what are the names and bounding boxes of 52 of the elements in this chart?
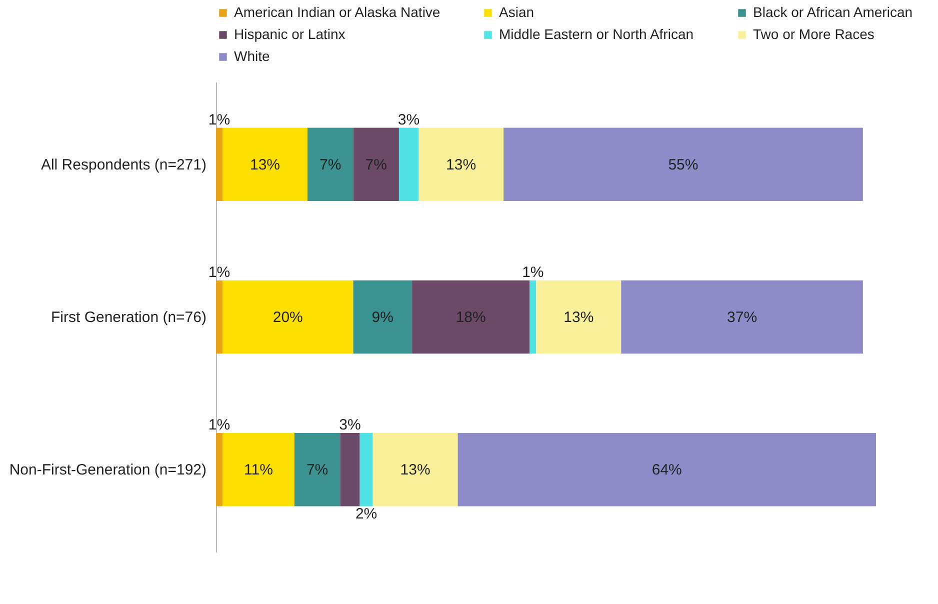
bar: [216, 128, 223, 202]
legend-label: Two or More Races: [753, 26, 874, 42]
legend-label: Middle Eastern or North African: [499, 26, 694, 42]
bar: [360, 432, 373, 506]
legend-label: American Indian or Alaska Native: [234, 4, 440, 20]
data-label: 13%: [400, 462, 430, 479]
data-label: 11%: [244, 462, 273, 479]
bar: [307, 128, 354, 202]
legend-label: Asian: [499, 4, 534, 20]
bar: [216, 432, 223, 506]
bar: [504, 128, 863, 202]
y-tick-label: First Generation (n=76): [51, 309, 206, 326]
data-label: 13%: [564, 309, 594, 326]
data-label: 1%: [208, 416, 230, 434]
bar: [222, 280, 354, 354]
bar: [353, 128, 399, 202]
data-label: 2%: [355, 506, 378, 523]
bar: [621, 280, 863, 354]
bar: [536, 280, 622, 354]
data-label: 7%: [306, 462, 328, 479]
bar: [372, 432, 458, 506]
bar: [458, 432, 876, 506]
bar: [340, 432, 360, 506]
bar: [412, 280, 530, 354]
bar: [216, 280, 223, 354]
data-label: 55%: [668, 156, 698, 174]
bar: [398, 128, 419, 202]
data-label: 37%: [727, 309, 758, 326]
bar: [294, 432, 340, 506]
data-label: 20%: [272, 309, 303, 326]
bar: [530, 280, 536, 354]
data-label: 1%: [208, 264, 230, 281]
data-label: 7%: [365, 156, 387, 174]
data-label: 7%: [320, 156, 342, 174]
data-label: 9%: [372, 309, 394, 326]
data-label: 64%: [652, 462, 682, 479]
data-label: 3%: [398, 111, 420, 128]
data-label: 1%: [208, 111, 230, 128]
legend-label: White: [234, 48, 270, 64]
y-tick-label: Non-First-Generation (n=192): [9, 462, 206, 479]
bar: [353, 280, 412, 354]
legend-label: Black or African American: [753, 4, 913, 20]
data-label: 3%: [339, 416, 361, 434]
bar: [222, 432, 294, 506]
data-label: 13%: [250, 156, 280, 174]
y-tick-label: All Respondents (n=271): [40, 156, 206, 174]
data-label: 1%: [522, 264, 544, 281]
bar: [222, 128, 308, 202]
bar: [418, 128, 504, 202]
data-label: 13%: [446, 156, 476, 174]
data-label: 18%: [456, 309, 486, 326]
legend-label: Hispanic or Latinx: [234, 26, 346, 42]
